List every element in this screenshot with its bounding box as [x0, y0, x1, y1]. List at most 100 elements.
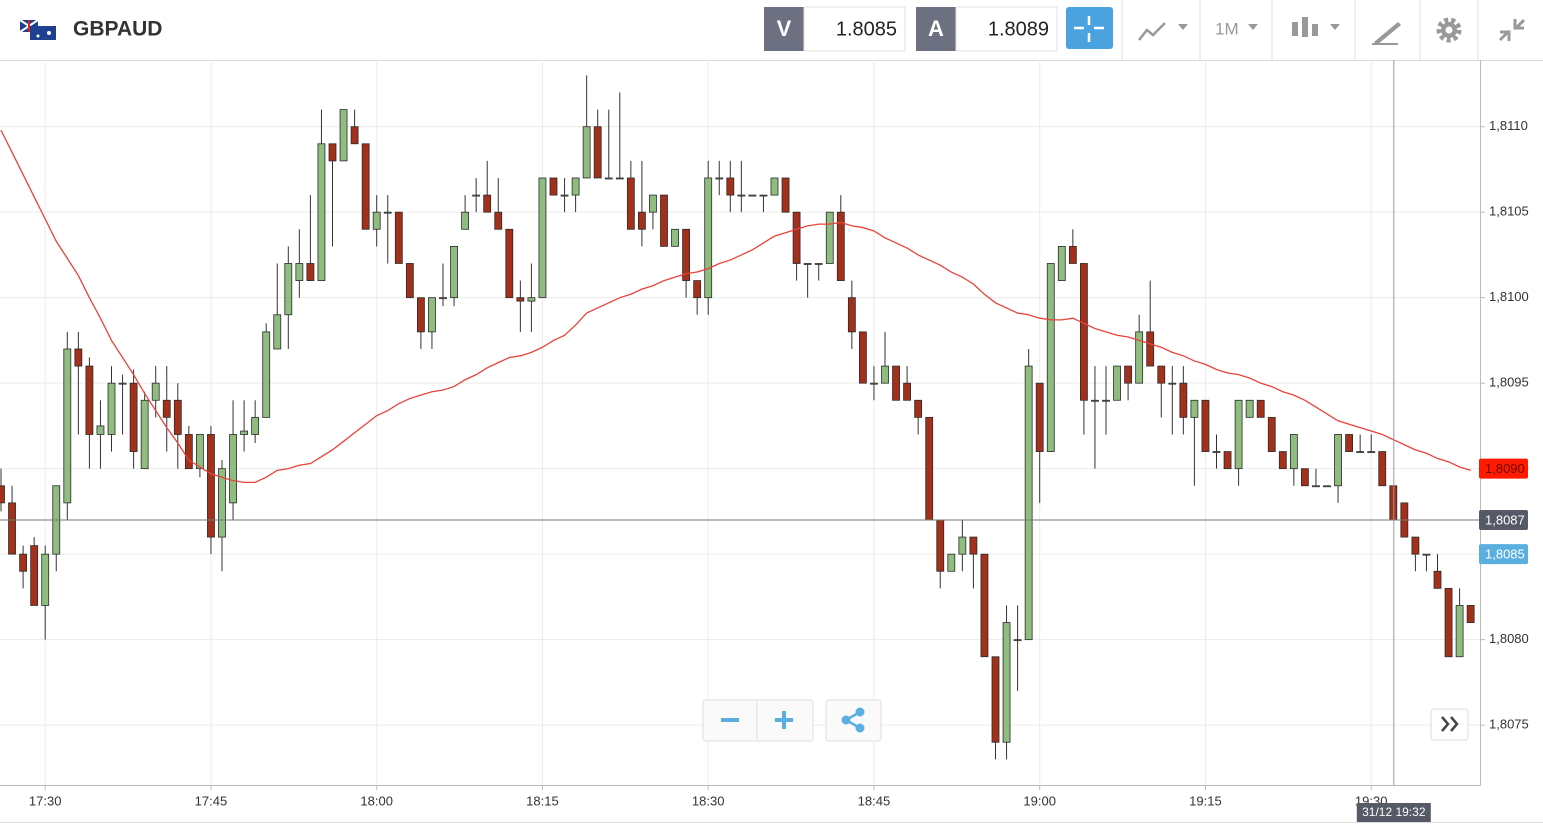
candle-body — [295, 263, 304, 281]
fullscreen-button[interactable] — [1498, 18, 1526, 42]
scroll-end-icon — [1441, 716, 1459, 732]
candle-body — [538, 177, 547, 299]
candle-body — [1146, 331, 1155, 367]
candle-body — [748, 194, 757, 197]
y-tick-label: 1,8075 — [1489, 717, 1529, 732]
candle-body — [1234, 399, 1243, 470]
price-tag-label: 1,8090 — [1485, 461, 1525, 476]
candle-body — [870, 382, 878, 385]
candle-body — [980, 553, 989, 658]
x-tick-label: 18:30 — [692, 793, 725, 808]
settings-button[interactable] — [1436, 17, 1462, 43]
share-box — [825, 699, 882, 742]
price-tag-label: 1,8087 — [1485, 512, 1525, 527]
price-tag — [1479, 509, 1528, 530]
candle-body — [604, 177, 613, 180]
candle-body — [394, 211, 403, 264]
candle-body — [836, 211, 845, 281]
y-tick-label: 1,8105 — [1489, 204, 1529, 219]
candle-body — [825, 211, 834, 264]
candle-body — [571, 177, 580, 196]
candle-body — [284, 263, 293, 316]
candle-body — [516, 297, 525, 302]
candle-body — [461, 211, 470, 230]
candle-body — [195, 434, 204, 470]
candle-body — [914, 399, 923, 418]
chart-layer: 1,8075 1,8080 1,8085 1,8090 1,8095 1,8100 1,81… — [0, 60, 1529, 822]
candle-body — [339, 109, 348, 162]
draw-button[interactable] — [1372, 22, 1401, 45]
candle-body — [759, 194, 768, 197]
candle-body — [1345, 434, 1353, 452]
candle-body — [1179, 382, 1188, 418]
candle-body — [383, 211, 392, 214]
candle-body — [1411, 536, 1420, 555]
x-tick-label: 19:15 — [1189, 793, 1222, 808]
candle-body — [96, 425, 105, 435]
candle-body — [1256, 399, 1265, 418]
candle-body — [306, 263, 315, 281]
plot-area — [0, 60, 1543, 823]
candle-body — [494, 211, 503, 230]
price-tag — [1479, 458, 1528, 479]
candle-body — [814, 263, 823, 265]
x-tick-label: 18:45 — [858, 793, 891, 808]
candle-body — [991, 656, 1000, 743]
candle-body — [527, 297, 536, 302]
candle-body — [1444, 587, 1453, 658]
candle-body — [273, 314, 282, 350]
candle-body — [41, 553, 50, 606]
candle-body — [1323, 485, 1331, 488]
timeframe-arrow — [1248, 24, 1258, 30]
x-tick-label: 18:00 — [360, 793, 393, 808]
candle-body — [969, 536, 978, 555]
candle-body — [129, 382, 138, 452]
candle-body — [74, 348, 83, 367]
moving-average-line — [0, 129, 1471, 483]
zoom-out[interactable] — [721, 718, 739, 722]
candle-body — [1102, 399, 1110, 402]
x-tick-label: 17:30 — [29, 793, 62, 808]
ask-label: A — [928, 16, 944, 41]
candle-body — [1466, 605, 1475, 623]
candle-body — [107, 382, 116, 435]
bid-value: 1.8085 — [836, 18, 897, 40]
bid-box[interactable] — [764, 7, 804, 51]
candle-body — [792, 211, 801, 264]
symbol: GBPAUD — [73, 18, 162, 41]
candle-body — [1223, 451, 1232, 470]
candle-body — [162, 399, 171, 418]
candle-body — [1124, 365, 1132, 384]
share-button[interactable] — [841, 707, 865, 733]
candle-body — [936, 519, 945, 572]
candle-body — [317, 143, 326, 281]
candle-body — [1168, 382, 1177, 385]
price-tag-label: 1,8085 — [1485, 547, 1525, 562]
y-tick-label: 1,8095 — [1489, 375, 1529, 390]
chart-type-button[interactable] — [1138, 22, 1188, 41]
candle-body — [1080, 263, 1088, 401]
candle-body — [671, 228, 679, 247]
scroll-end-button[interactable] — [1430, 708, 1469, 741]
ask-value: 1.8089 — [988, 18, 1049, 40]
candle-body — [1278, 451, 1287, 470]
candle-body — [682, 228, 690, 281]
zoom-in[interactable] — [775, 711, 793, 729]
candle-type-button[interactable] — [1292, 17, 1340, 37]
toolbar-separators — [1121, 0, 1479, 60]
candle-body — [781, 177, 790, 213]
candle-body — [693, 280, 702, 299]
ask-box[interactable] — [916, 7, 956, 51]
y-tick-label: 1,8100 — [1489, 289, 1529, 304]
candle-body — [1068, 245, 1077, 264]
timeframe[interactable]: 1M — [1215, 19, 1239, 38]
candle-body — [615, 177, 624, 180]
candle-body — [1135, 331, 1144, 384]
candle-body — [240, 430, 249, 435]
crosshair-button[interactable] — [1066, 7, 1113, 49]
candle-body — [328, 143, 337, 162]
candle-body — [925, 416, 934, 521]
candle-body — [19, 553, 28, 572]
candle-body — [251, 416, 260, 435]
